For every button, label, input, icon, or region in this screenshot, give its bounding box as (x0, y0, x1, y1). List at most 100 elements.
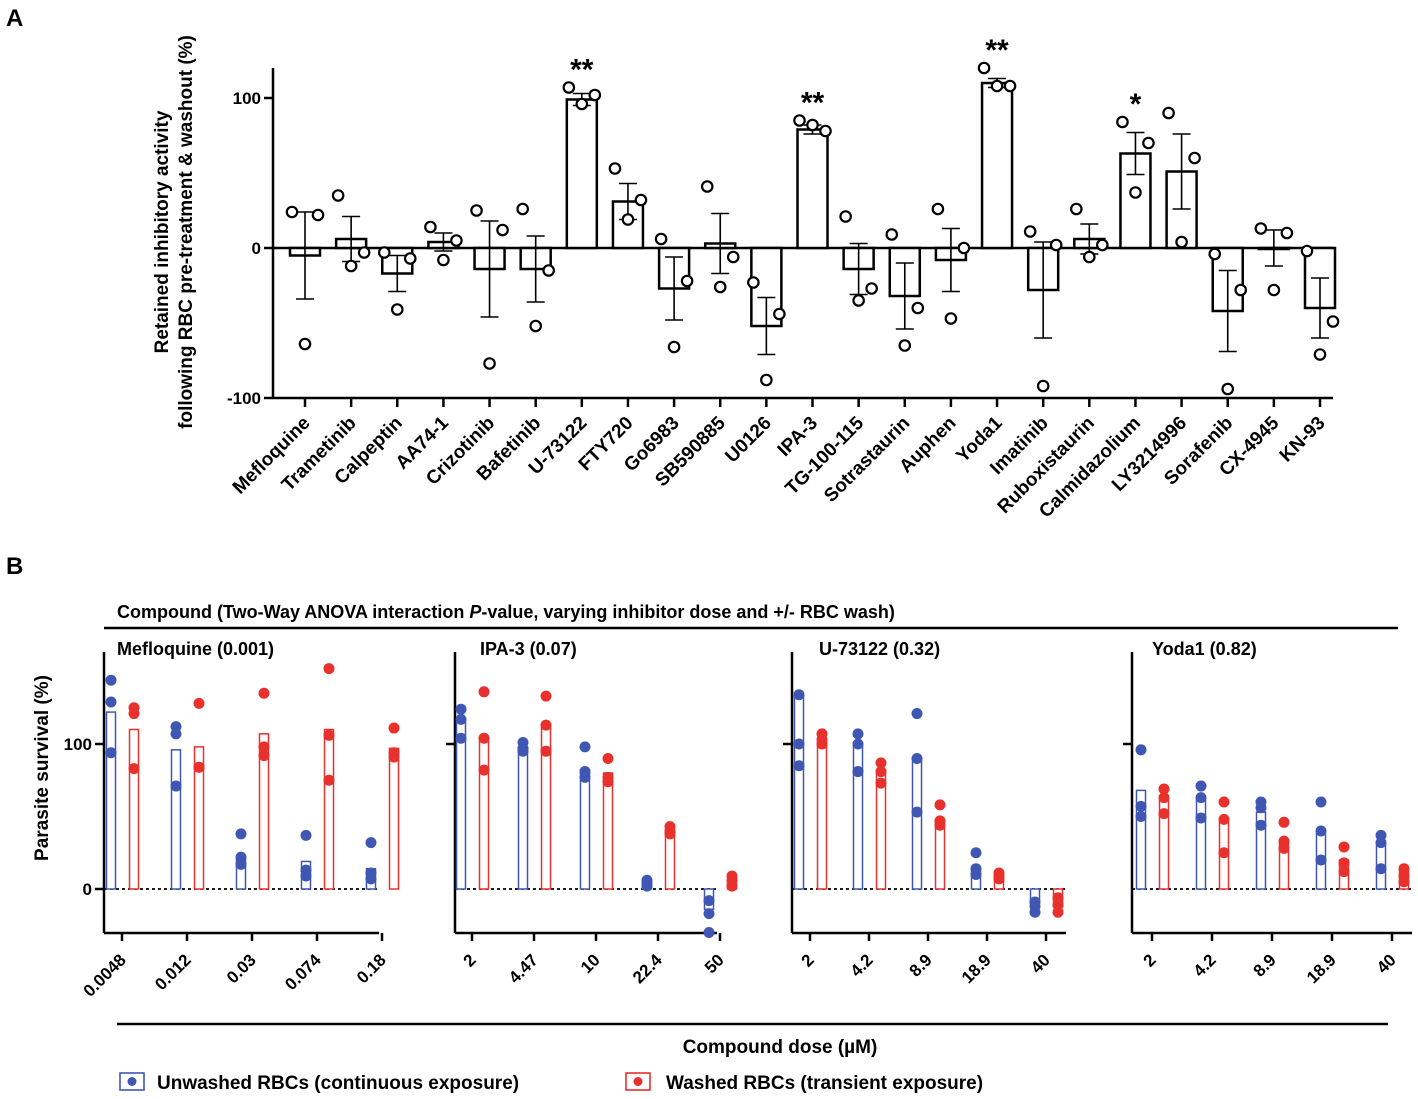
data-point (760, 373, 773, 387)
data-point (1083, 250, 1096, 264)
data-point (621, 213, 635, 226)
data-point (747, 276, 760, 289)
washed-point (875, 777, 887, 789)
dose-label: 22.4 (629, 950, 666, 987)
washed-point (726, 880, 738, 892)
data-point (331, 189, 345, 202)
dose-label: 0.03 (223, 950, 260, 987)
data-point (931, 202, 945, 216)
bar (796, 128, 829, 250)
data-point (298, 337, 312, 351)
unwashed-bar (455, 718, 467, 890)
y-tick-label: 0 (83, 880, 92, 899)
unwashed-point (455, 732, 467, 744)
unwashed-point (1315, 825, 1327, 837)
washed-point (478, 732, 490, 744)
panel-b-header-tail: -value, varying inhibitor dose and +/- R… (481, 602, 895, 622)
unwashed-point (455, 703, 467, 715)
washed-point (1218, 847, 1230, 859)
data-point (285, 205, 299, 219)
washed-bar (602, 772, 614, 890)
data-point (1096, 238, 1109, 252)
panel-b-header: Compound (Two-Way ANOVA interaction P-va… (117, 602, 895, 622)
dose-label: 40 (1027, 950, 1054, 977)
data-point (944, 312, 958, 325)
data-point (1023, 225, 1037, 238)
data-point (608, 162, 622, 175)
unwashed-point (703, 908, 715, 920)
dose-label: 0.012 (151, 950, 195, 994)
unwashed-point (1195, 780, 1207, 792)
significance-marker: * (1130, 88, 1142, 121)
unwashed-bar (517, 746, 529, 890)
legend: Unwashed RBCs (continuous exposure) Wash… (119, 1072, 983, 1094)
dose-label: 8.9 (1250, 950, 1280, 980)
washed-point (540, 745, 552, 757)
data-point (1313, 348, 1327, 361)
unwashed-point (1135, 744, 1147, 756)
washed-point (1338, 866, 1350, 878)
data-point (1208, 247, 1222, 261)
unwashed-point (641, 880, 653, 892)
washed-point (1398, 876, 1410, 888)
washed-bar (816, 738, 828, 890)
unwashed-point (300, 870, 312, 882)
panel-b-header-main: Compound (Two-Way ANOVA interaction (117, 602, 469, 622)
y-tick-label: 100 (233, 89, 261, 108)
washed-point (478, 764, 490, 776)
unwashed-point (579, 771, 591, 783)
legend-washed: Washed RBCs (transient exposure) (625, 1072, 983, 1094)
data-point (1221, 382, 1235, 396)
category-label: U0126 (721, 413, 775, 467)
subpanel-3: U-73122 (0.32) 2 4.2 8.9 18.9 40 (783, 639, 1066, 987)
washed-point (1338, 857, 1350, 869)
dose-label: 2 (460, 950, 480, 970)
subpanel-2: IPA-3 (0.07) 2 4.47 10 22.4 50 (446, 639, 738, 987)
data-point (529, 319, 542, 333)
y-tick-label: -100 (227, 389, 261, 408)
unwashed-point (235, 858, 247, 870)
unwashed-point (1375, 863, 1387, 875)
unwashed-point (1375, 837, 1387, 849)
washed-point (1218, 813, 1230, 825)
significance-marker: ** (985, 34, 1009, 67)
washed-point (540, 719, 552, 731)
washed-point (875, 757, 887, 769)
data-point (562, 81, 576, 94)
panel-b-ylabel: Parasite survival (%) (32, 675, 53, 861)
data-point (1129, 186, 1142, 199)
data-point (424, 220, 437, 234)
data-point (437, 253, 450, 267)
washed-point (193, 761, 205, 773)
data-point (1280, 226, 1294, 240)
data-point (819, 124, 832, 138)
legend-unwashed-label: Unwashed RBCs (continuous exposure) (157, 1073, 519, 1094)
data-point (977, 61, 991, 75)
data-point (1254, 222, 1268, 235)
washed-point (258, 741, 270, 753)
washed-point (934, 819, 946, 831)
unwashed-point (911, 806, 923, 818)
data-point (773, 307, 786, 321)
washed-point (478, 686, 490, 698)
data-point (516, 202, 529, 216)
washed-point (193, 697, 205, 709)
washed-point (323, 663, 335, 675)
data-point (634, 193, 648, 207)
data-point (885, 228, 899, 241)
data-point (865, 282, 878, 295)
unwashed-point (170, 728, 182, 740)
data-point (470, 204, 483, 217)
dose-label: 4.2 (1190, 950, 1220, 980)
data-point (450, 234, 463, 247)
y-tick-label: 100 (64, 735, 92, 754)
unwashed-point (1255, 802, 1267, 814)
significance-marker: ** (801, 87, 825, 120)
washed-point (1158, 792, 1170, 804)
dose-label: 40 (1373, 950, 1400, 977)
subpanel-1: Mefloquine (0.001) 100 0 0.0048 0.012 0.03 0.0… (64, 639, 400, 1001)
unwashed-point (1135, 800, 1147, 812)
unwashed-point (1195, 792, 1207, 804)
unwashed-point (579, 741, 591, 753)
